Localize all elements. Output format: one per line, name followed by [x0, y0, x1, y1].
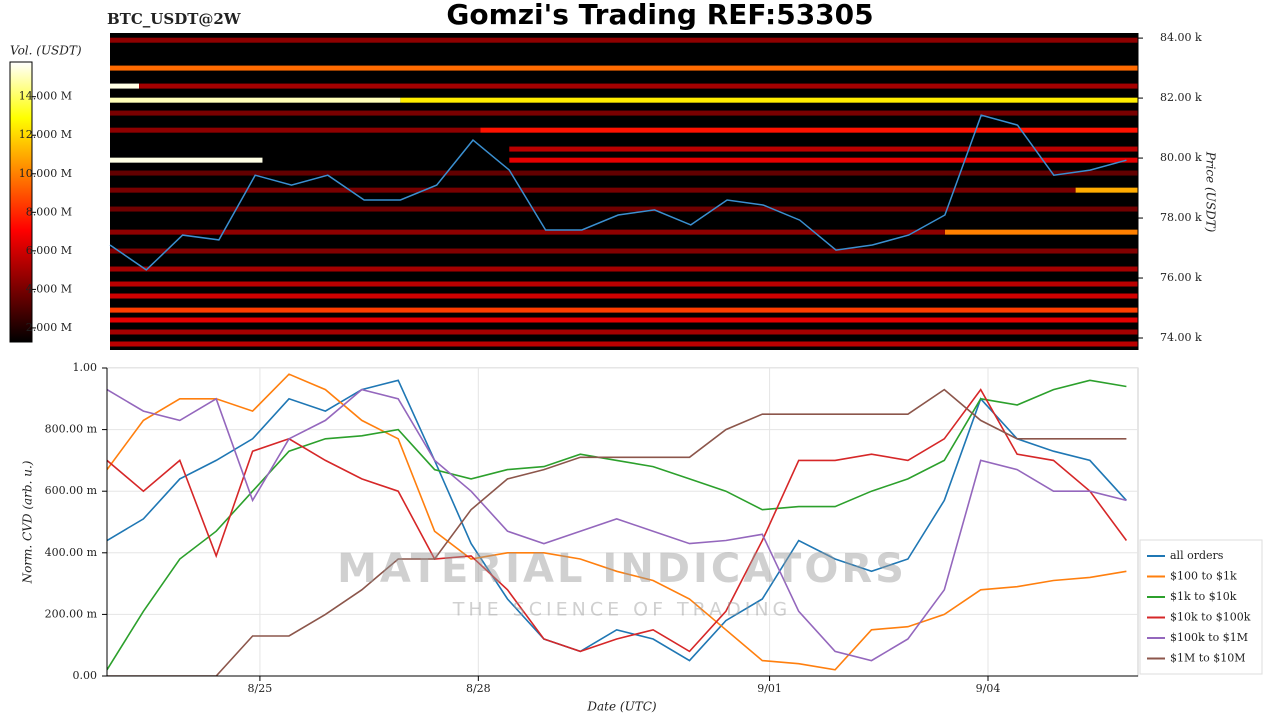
legend-label: $10k to $100k	[1170, 611, 1251, 624]
y-axis-label: Price (USDT)	[1204, 151, 1218, 233]
x-axis-label: Date (UTC)	[586, 700, 656, 714]
colorbar-tick-label: 14.000 M	[19, 90, 72, 103]
heat-band	[110, 157, 263, 163]
cvd-line	[107, 373, 1127, 671]
y-tick-label: 84.00 k	[1160, 31, 1202, 44]
y-tick-label: 78.00 k	[1160, 211, 1202, 224]
heat-band	[1075, 187, 1138, 193]
heat-band	[139, 83, 1138, 89]
legend-label: $100k to $1M	[1170, 631, 1248, 644]
legend	[1139, 539, 1263, 675]
x-tick-label: 9/01	[757, 682, 782, 695]
y-tick-label: 76.00 k	[1160, 271, 1202, 284]
colorbar-label: Vol. (USDT)	[10, 44, 82, 58]
heat-band	[110, 187, 1076, 193]
heat-band	[110, 317, 1138, 323]
y-tick-label: 400.00 m	[45, 546, 98, 559]
heat-band	[110, 37, 1138, 43]
heat-band	[110, 127, 481, 133]
heat-band	[110, 307, 1138, 313]
cvd-line	[107, 379, 1127, 671]
watermark-title: MATERIAL INDICATORS	[337, 546, 907, 592]
x-tick-label: 9/04	[976, 682, 1001, 695]
heat-band	[110, 229, 945, 235]
y-tick-label: 82.00 k	[1160, 91, 1202, 104]
heat-band	[110, 281, 1138, 287]
y-tick-label: 74.00 k	[1160, 331, 1202, 344]
legend-label: $1M to $10M	[1170, 652, 1246, 665]
colorbar	[9, 61, 33, 343]
heat-band	[509, 157, 1138, 163]
y-axis-label: Norm. CVD (arb. u.)	[21, 460, 35, 584]
heat-band	[509, 146, 1138, 152]
heat-band	[110, 83, 140, 89]
heat-band	[110, 170, 1138, 176]
heat-band	[944, 229, 1138, 235]
colorbar-tick-label: 10.000 M	[19, 167, 72, 180]
heat-band	[110, 65, 1138, 71]
heat-band	[110, 248, 1138, 254]
colorbar-tick-label: 4.000 M	[26, 282, 72, 295]
chart-title: Gomzi's Trading REF:53305	[446, 0, 873, 31]
colorbar-tick-label: 6.000 M	[26, 244, 72, 257]
cvd-line	[107, 379, 1127, 662]
y-tick-label: 200.00 m	[45, 607, 98, 620]
legend-label: $100 to $1k	[1170, 570, 1237, 583]
y-tick-label: 1.00	[73, 361, 98, 374]
heat-band	[110, 341, 1138, 347]
y-tick-label: 80.00 k	[1160, 151, 1202, 164]
heat-band	[110, 266, 1138, 272]
cvd-line	[107, 388, 1128, 653]
heat-band	[480, 127, 1138, 133]
x-tick-label: 8/25	[248, 682, 273, 695]
x-tick-label: 8/28	[466, 682, 491, 695]
legend-label: $1k to $10k	[1170, 590, 1237, 603]
heat-band	[110, 110, 1138, 116]
heat-band	[110, 206, 1138, 212]
legend-label: all orders	[1170, 549, 1224, 562]
plot-area	[106, 367, 1139, 677]
colorbar-tick-label: 8.000 M	[26, 205, 72, 218]
colorbar-tick-label: 2.000 M	[26, 321, 72, 334]
subtitle: BTC_USDT@2W	[107, 10, 242, 28]
heat-band	[110, 293, 1138, 299]
heat-band	[110, 97, 401, 103]
heat-band	[110, 329, 1138, 335]
cvd-line	[107, 388, 1127, 676]
plot	[107, 368, 1138, 676]
y-tick-label: 800.00 m	[45, 423, 98, 436]
watermark-subtitle: THE SCIENCE OF TRADING	[452, 599, 792, 621]
heat-band	[400, 97, 1138, 103]
y-tick-label: 600.00 m	[45, 484, 98, 497]
colorbar-tick-label: 12.000 M	[19, 128, 72, 141]
cvd-line	[107, 388, 1127, 662]
price-line	[109, 114, 1127, 271]
y-tick-label: 0.00	[73, 669, 98, 682]
